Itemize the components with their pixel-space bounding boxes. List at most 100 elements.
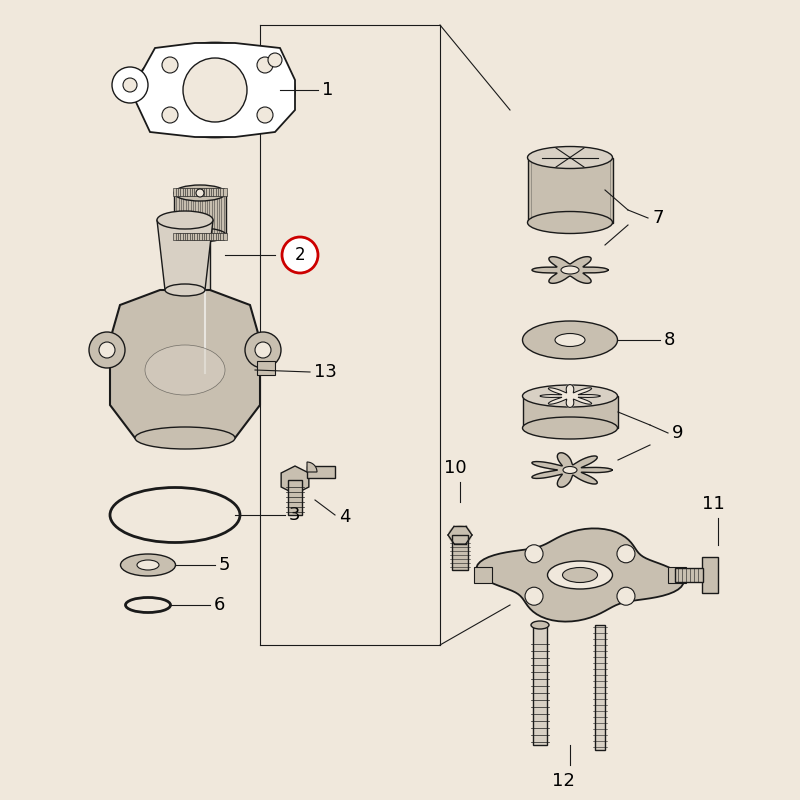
Bar (182, 233, 186, 240)
Bar (595, 625, 605, 750)
Circle shape (282, 237, 318, 273)
Bar (288, 480, 302, 515)
Ellipse shape (522, 385, 618, 407)
Circle shape (257, 107, 273, 123)
Text: 10: 10 (444, 459, 466, 477)
Bar (197, 233, 201, 240)
Bar (175, 233, 179, 240)
Ellipse shape (137, 560, 159, 570)
Circle shape (617, 587, 635, 606)
Ellipse shape (165, 284, 205, 296)
Text: 5: 5 (219, 556, 230, 574)
Text: 1: 1 (322, 81, 334, 99)
Ellipse shape (522, 321, 618, 359)
Text: 8: 8 (664, 331, 675, 349)
Bar (452, 535, 468, 570)
Text: 6: 6 (214, 596, 226, 614)
Bar (223, 233, 227, 240)
Text: 13: 13 (314, 363, 337, 381)
Bar (522, 396, 618, 428)
Ellipse shape (527, 146, 613, 169)
Ellipse shape (157, 211, 213, 229)
Circle shape (99, 342, 115, 358)
Ellipse shape (174, 185, 226, 201)
Bar (209, 188, 213, 196)
Bar (307, 466, 335, 478)
Ellipse shape (562, 567, 598, 582)
Text: 4: 4 (339, 508, 350, 526)
Bar (180, 233, 184, 240)
Bar (192, 188, 196, 196)
Bar (202, 188, 206, 196)
Ellipse shape (448, 525, 472, 545)
Wedge shape (307, 462, 317, 472)
Bar (175, 188, 179, 196)
Bar (197, 188, 201, 196)
Circle shape (525, 587, 543, 606)
Bar (185, 233, 189, 240)
Bar (187, 233, 191, 240)
Polygon shape (110, 290, 260, 438)
Circle shape (183, 58, 247, 122)
Circle shape (257, 57, 273, 73)
Ellipse shape (135, 42, 295, 138)
Bar (675, 568, 703, 582)
Bar (204, 188, 208, 196)
Bar (192, 233, 196, 240)
Bar (214, 233, 218, 240)
Bar (474, 567, 492, 583)
Bar (204, 233, 208, 240)
Circle shape (525, 545, 543, 562)
Bar (173, 233, 177, 240)
Bar (199, 188, 203, 196)
Bar (209, 233, 213, 240)
Circle shape (617, 545, 635, 562)
Bar (202, 233, 206, 240)
Circle shape (196, 189, 204, 197)
Text: 7: 7 (652, 209, 663, 227)
Circle shape (245, 332, 281, 368)
Ellipse shape (561, 266, 579, 274)
Polygon shape (135, 43, 295, 137)
Bar (199, 233, 203, 240)
Bar (194, 233, 198, 240)
Ellipse shape (547, 561, 613, 589)
Bar (527, 158, 613, 222)
Ellipse shape (522, 417, 618, 439)
Polygon shape (477, 529, 683, 622)
Circle shape (89, 332, 125, 368)
Bar (218, 188, 222, 196)
Text: 3: 3 (289, 506, 301, 524)
Text: 12: 12 (551, 772, 574, 790)
Bar (214, 188, 218, 196)
Bar (173, 188, 177, 196)
Bar (216, 188, 220, 196)
Bar (187, 188, 191, 196)
Polygon shape (532, 453, 612, 487)
Bar (211, 188, 215, 196)
Ellipse shape (135, 427, 235, 449)
Circle shape (162, 57, 178, 73)
Ellipse shape (555, 334, 585, 346)
Polygon shape (281, 466, 309, 494)
Circle shape (268, 53, 282, 67)
Ellipse shape (563, 466, 577, 474)
Bar (185, 188, 189, 196)
Ellipse shape (145, 345, 225, 395)
Bar (206, 233, 210, 240)
Bar (206, 188, 210, 196)
Bar (190, 235, 210, 375)
Bar (257, 361, 275, 375)
Bar (174, 193, 226, 235)
Bar (218, 233, 222, 240)
Bar (223, 188, 227, 196)
Polygon shape (157, 220, 213, 290)
Bar (194, 188, 198, 196)
Bar (190, 188, 194, 196)
Ellipse shape (531, 621, 549, 629)
Polygon shape (540, 385, 600, 407)
Ellipse shape (121, 554, 175, 576)
Circle shape (112, 67, 148, 103)
Bar (211, 233, 215, 240)
Bar (221, 188, 225, 196)
